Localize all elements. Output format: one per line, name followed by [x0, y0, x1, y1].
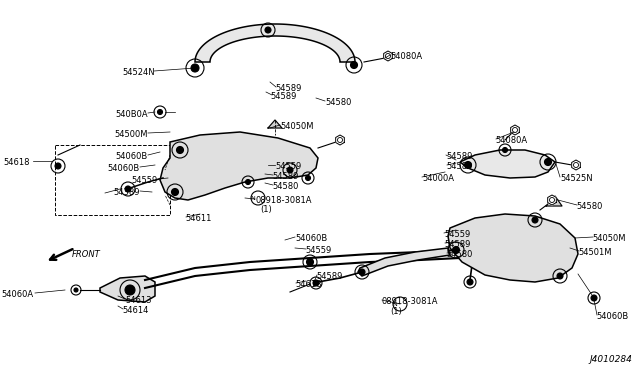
- Text: FRONT: FRONT: [72, 250, 100, 259]
- Circle shape: [467, 279, 473, 285]
- Text: 54580: 54580: [446, 250, 472, 259]
- Circle shape: [125, 285, 135, 295]
- Polygon shape: [548, 195, 556, 205]
- Circle shape: [125, 186, 131, 192]
- Text: 54389: 54389: [113, 188, 140, 197]
- Text: 54525N: 54525N: [560, 174, 593, 183]
- Text: 54559: 54559: [275, 162, 301, 171]
- Text: 54060A: 54060A: [2, 290, 34, 299]
- Circle shape: [591, 295, 597, 301]
- Circle shape: [557, 273, 563, 279]
- Text: 54050M: 54050M: [592, 234, 625, 243]
- Text: 54580: 54580: [272, 182, 298, 191]
- Circle shape: [359, 269, 365, 275]
- Text: 54613: 54613: [125, 296, 152, 305]
- Text: 54000A: 54000A: [422, 174, 454, 183]
- Text: 54589: 54589: [446, 162, 472, 171]
- Text: 54589: 54589: [316, 272, 342, 281]
- Text: 54559: 54559: [132, 176, 158, 185]
- Text: 54589: 54589: [272, 172, 298, 181]
- Text: 54618: 54618: [3, 158, 30, 167]
- Text: 54589: 54589: [446, 152, 472, 161]
- Polygon shape: [448, 214, 578, 282]
- Text: 54589: 54589: [270, 92, 296, 101]
- Circle shape: [191, 64, 199, 72]
- Circle shape: [545, 158, 552, 166]
- Text: 54589: 54589: [444, 240, 470, 249]
- Text: N: N: [392, 301, 397, 307]
- Polygon shape: [268, 120, 282, 128]
- Text: 540B0A: 540B0A: [115, 110, 148, 119]
- Text: N: N: [251, 196, 255, 201]
- Circle shape: [351, 61, 358, 68]
- Polygon shape: [335, 135, 344, 145]
- Text: 54060B: 54060B: [596, 312, 628, 321]
- Text: 54060B: 54060B: [295, 234, 327, 243]
- Text: 54618: 54618: [295, 280, 321, 289]
- Circle shape: [55, 163, 61, 169]
- Polygon shape: [383, 51, 392, 61]
- Circle shape: [265, 27, 271, 33]
- Text: 54559: 54559: [444, 230, 470, 239]
- Circle shape: [172, 189, 179, 196]
- Text: 54614: 54614: [122, 306, 148, 315]
- Circle shape: [157, 109, 163, 115]
- Polygon shape: [572, 160, 580, 170]
- Text: 54580: 54580: [325, 98, 351, 107]
- Text: 54080A: 54080A: [495, 136, 527, 145]
- Polygon shape: [460, 150, 555, 178]
- Polygon shape: [160, 132, 318, 200]
- Text: 54500M: 54500M: [115, 130, 148, 139]
- Polygon shape: [100, 276, 155, 302]
- Polygon shape: [546, 196, 562, 206]
- Text: 54580: 54580: [576, 202, 602, 211]
- Text: 08918-3081A: 08918-3081A: [382, 297, 438, 306]
- Text: 54060B: 54060B: [116, 152, 148, 161]
- Circle shape: [74, 288, 78, 292]
- Circle shape: [307, 259, 314, 266]
- Circle shape: [532, 217, 538, 223]
- Circle shape: [246, 180, 250, 185]
- Text: J4010284: J4010284: [589, 355, 632, 364]
- Text: 54050M: 54050M: [280, 122, 314, 131]
- Circle shape: [313, 280, 319, 286]
- Circle shape: [502, 148, 508, 153]
- Circle shape: [305, 176, 310, 180]
- Text: 54589: 54589: [275, 84, 301, 93]
- Text: 08918-3081A: 08918-3081A: [255, 196, 312, 205]
- Text: 54559: 54559: [305, 246, 332, 255]
- Text: (1): (1): [390, 307, 402, 316]
- Text: 54080A: 54080A: [390, 52, 422, 61]
- Polygon shape: [195, 24, 355, 62]
- Circle shape: [465, 161, 472, 169]
- Polygon shape: [511, 125, 519, 135]
- Text: 54524N: 54524N: [122, 68, 155, 77]
- Text: 54611: 54611: [185, 214, 211, 223]
- Text: (1): (1): [260, 205, 272, 214]
- Circle shape: [452, 247, 460, 253]
- Text: 54501M: 54501M: [578, 248, 611, 257]
- Polygon shape: [358, 248, 450, 276]
- Circle shape: [287, 167, 293, 173]
- Text: 54060B: 54060B: [108, 164, 140, 173]
- Circle shape: [177, 147, 184, 154]
